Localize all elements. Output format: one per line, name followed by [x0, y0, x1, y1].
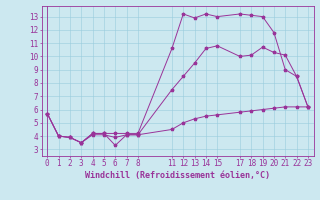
X-axis label: Windchill (Refroidissement éolien,°C): Windchill (Refroidissement éolien,°C) [85, 171, 270, 180]
